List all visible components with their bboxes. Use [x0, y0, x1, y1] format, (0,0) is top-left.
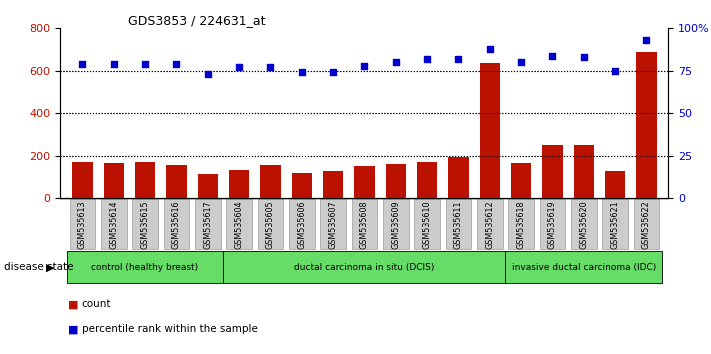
- Bar: [636, 52, 656, 198]
- Point: [453, 56, 464, 62]
- Bar: [229, 170, 250, 198]
- Bar: [605, 171, 625, 198]
- Point: [547, 53, 558, 58]
- FancyBboxPatch shape: [446, 199, 471, 249]
- Bar: [479, 63, 500, 198]
- Point: [484, 46, 496, 52]
- FancyBboxPatch shape: [223, 251, 506, 283]
- FancyBboxPatch shape: [540, 199, 565, 249]
- Text: GSM535606: GSM535606: [297, 200, 306, 249]
- FancyBboxPatch shape: [132, 199, 158, 249]
- Bar: [574, 145, 594, 198]
- Bar: [542, 145, 562, 198]
- Text: GSM535621: GSM535621: [611, 200, 619, 249]
- Point: [515, 59, 527, 65]
- Point: [171, 61, 182, 67]
- FancyBboxPatch shape: [195, 199, 220, 249]
- FancyBboxPatch shape: [506, 251, 662, 283]
- Text: GSM535622: GSM535622: [642, 200, 651, 249]
- FancyBboxPatch shape: [634, 199, 659, 249]
- Text: GSM535612: GSM535612: [485, 200, 494, 249]
- Bar: [166, 165, 186, 198]
- Point: [264, 64, 276, 70]
- FancyBboxPatch shape: [602, 199, 628, 249]
- Point: [108, 61, 119, 67]
- Bar: [354, 166, 375, 198]
- FancyBboxPatch shape: [101, 199, 127, 249]
- Text: GSM535613: GSM535613: [78, 200, 87, 249]
- FancyBboxPatch shape: [67, 251, 223, 283]
- Point: [296, 70, 307, 75]
- FancyBboxPatch shape: [477, 199, 503, 249]
- Text: GSM535616: GSM535616: [172, 200, 181, 249]
- Bar: [385, 164, 406, 198]
- Point: [422, 56, 433, 62]
- Text: GSM535614: GSM535614: [109, 200, 118, 249]
- Bar: [104, 163, 124, 198]
- Point: [390, 59, 402, 65]
- FancyBboxPatch shape: [571, 199, 597, 249]
- Text: GSM535619: GSM535619: [548, 200, 557, 249]
- FancyBboxPatch shape: [351, 199, 378, 249]
- Bar: [198, 174, 218, 198]
- FancyBboxPatch shape: [508, 199, 534, 249]
- Text: GDS3853 / 224631_at: GDS3853 / 224631_at: [128, 14, 265, 27]
- Text: ■: ■: [68, 324, 78, 334]
- Bar: [417, 162, 437, 198]
- FancyBboxPatch shape: [289, 199, 314, 249]
- Bar: [448, 157, 469, 198]
- Text: GSM535605: GSM535605: [266, 200, 275, 249]
- Text: count: count: [82, 299, 111, 309]
- FancyBboxPatch shape: [70, 199, 95, 249]
- Point: [327, 70, 338, 75]
- Text: disease state: disease state: [4, 262, 73, 272]
- Point: [578, 55, 589, 60]
- Text: ductal carcinoma in situ (DCIS): ductal carcinoma in situ (DCIS): [294, 263, 434, 272]
- Point: [359, 63, 370, 69]
- Text: GSM535607: GSM535607: [328, 200, 338, 249]
- FancyBboxPatch shape: [383, 199, 409, 249]
- Point: [609, 68, 621, 74]
- Bar: [135, 162, 155, 198]
- Text: invasive ductal carcinoma (IDC): invasive ductal carcinoma (IDC): [512, 263, 656, 272]
- Bar: [73, 162, 92, 198]
- Bar: [260, 165, 281, 198]
- Text: GSM535608: GSM535608: [360, 200, 369, 249]
- Text: control (healthy breast): control (healthy breast): [92, 263, 198, 272]
- Point: [233, 64, 245, 70]
- FancyBboxPatch shape: [415, 199, 440, 249]
- Text: GSM535618: GSM535618: [517, 200, 525, 249]
- FancyBboxPatch shape: [226, 199, 252, 249]
- Text: ▶: ▶: [46, 262, 54, 272]
- Bar: [292, 173, 312, 198]
- Text: GSM535620: GSM535620: [579, 200, 588, 249]
- Bar: [323, 171, 343, 198]
- Text: percentile rank within the sample: percentile rank within the sample: [82, 324, 257, 334]
- Text: GSM535609: GSM535609: [391, 200, 400, 249]
- FancyBboxPatch shape: [320, 199, 346, 249]
- Point: [139, 61, 151, 67]
- FancyBboxPatch shape: [164, 199, 189, 249]
- Point: [77, 61, 88, 67]
- Bar: [511, 163, 531, 198]
- Point: [641, 38, 652, 43]
- Text: GSM535615: GSM535615: [141, 200, 149, 249]
- Text: GSM535611: GSM535611: [454, 200, 463, 249]
- Point: [202, 72, 213, 77]
- Text: GSM535610: GSM535610: [422, 200, 432, 249]
- Text: GSM535617: GSM535617: [203, 200, 212, 249]
- Text: GSM535604: GSM535604: [235, 200, 244, 249]
- FancyBboxPatch shape: [257, 199, 283, 249]
- Text: ■: ■: [68, 299, 78, 309]
